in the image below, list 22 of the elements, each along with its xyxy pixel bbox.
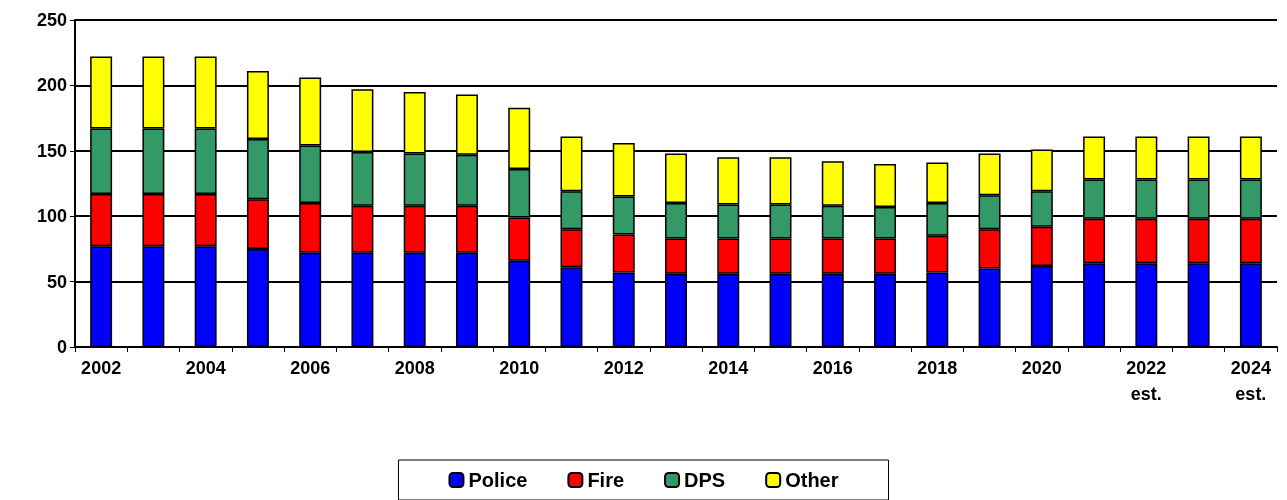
y-tick-label: 150 xyxy=(36,140,67,161)
y-tick-label: 50 xyxy=(46,271,67,292)
y-tick-label: 200 xyxy=(36,75,67,96)
x-tick-label: 2016 xyxy=(812,358,853,378)
y-tick-label: 100 xyxy=(36,206,67,227)
x-tick-label: 2002 xyxy=(81,358,122,378)
legend-label: Other xyxy=(785,469,839,491)
x-tick-label: 2006 xyxy=(290,358,331,378)
x-tick-label: 2024 est. xyxy=(1230,358,1271,404)
y-tick-label: 250 xyxy=(36,10,67,30)
x-tick-label: 2010 xyxy=(499,358,540,378)
x-tick-label: 2020 xyxy=(1021,358,1062,378)
legend-label: DPS xyxy=(684,469,726,491)
x-tick-label: 2014 xyxy=(708,358,749,378)
legend-label: Police xyxy=(468,469,528,491)
x-tick-label: 2018 xyxy=(917,358,958,378)
x-tick-label: 2004 xyxy=(185,358,226,378)
x-tick-label: 2012 xyxy=(603,358,644,378)
legend-label: Fire xyxy=(587,469,625,491)
x-tick-label: 2008 xyxy=(394,358,435,378)
x-tick-label: 2022 est. xyxy=(1126,358,1167,404)
y-tick-label: 0 xyxy=(56,337,67,357)
